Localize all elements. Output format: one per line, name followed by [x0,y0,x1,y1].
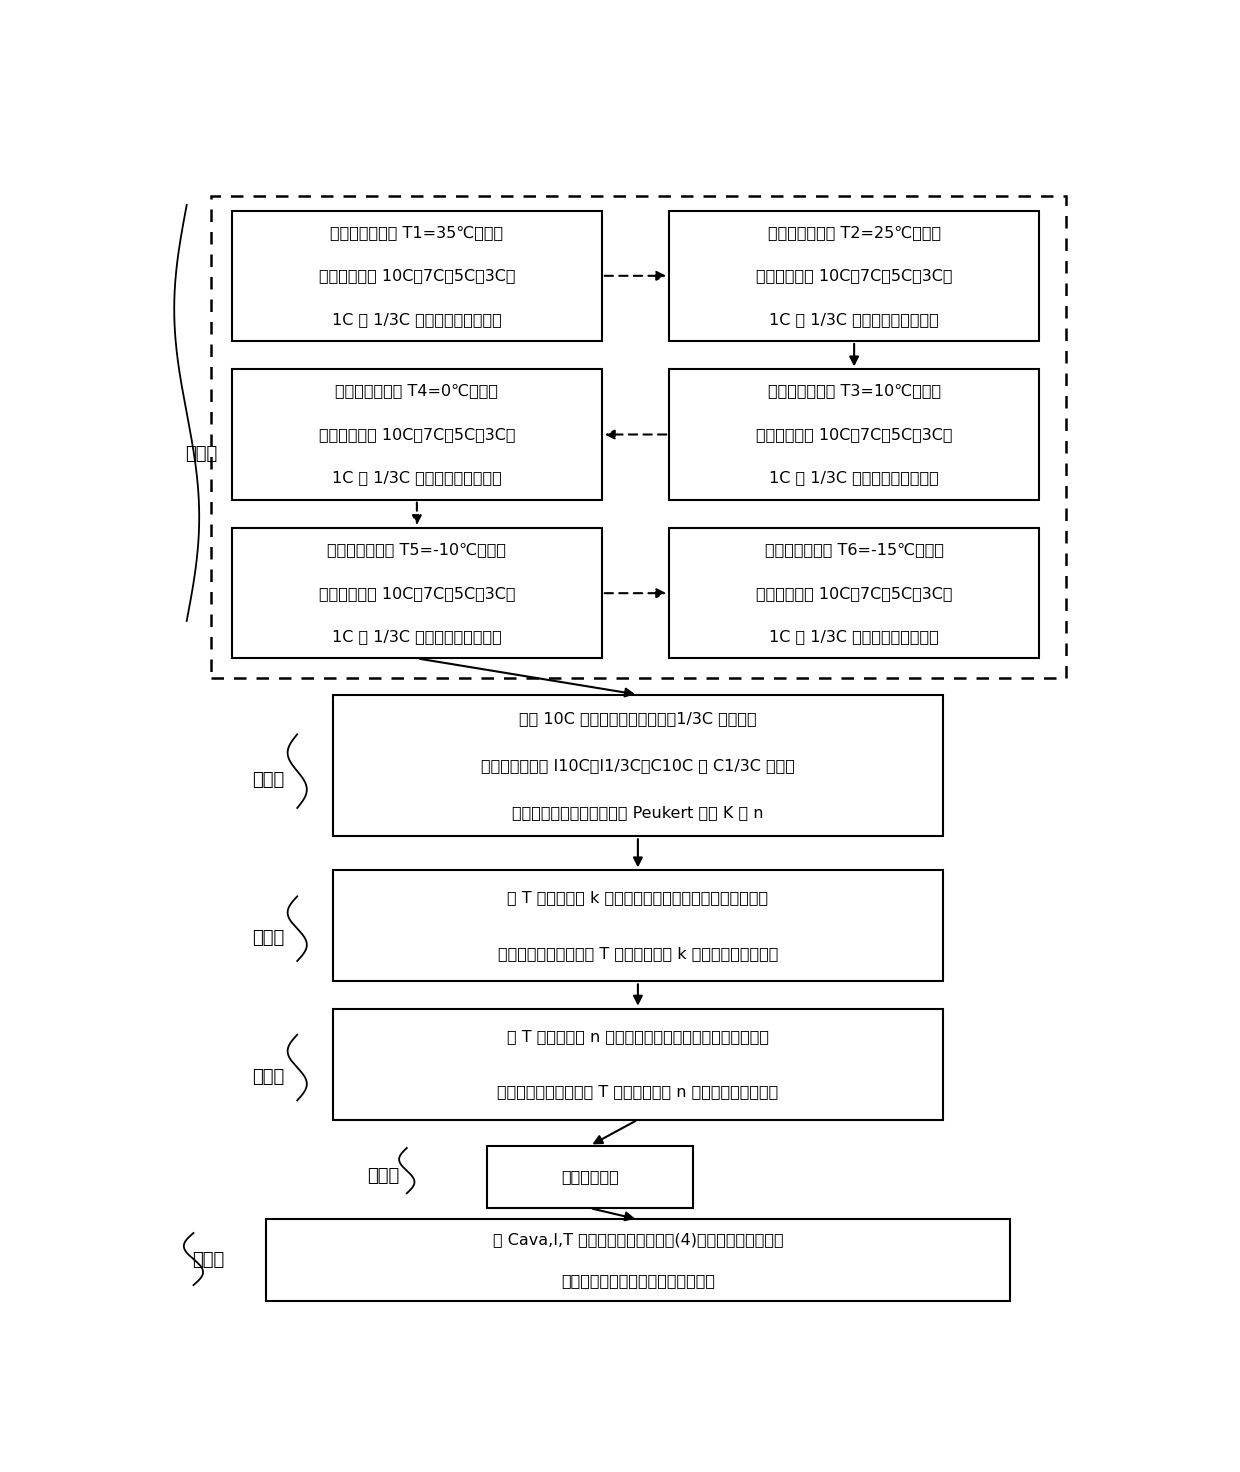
Text: 步骤一: 步骤一 [185,446,217,464]
Text: 将 Cava,I,T 带入电池剩余电量公式(4)对不同温度环境下的: 将 Cava,I,T 带入电池剩余电量公式(4)对不同温度环境下的 [492,1232,784,1247]
Text: 数据，得到六个温度条件的 Peukert 系数 K 和 n: 数据，得到六个温度条件的 Peukert 系数 K 和 n [512,805,764,820]
Text: 步骤五: 步骤五 [367,1167,399,1185]
Text: 将锂离子电池在 T5=-10℃的温度: 将锂离子电池在 T5=-10℃的温度 [327,542,506,558]
Text: 条件下，进行 10C、7C、5C、3C、: 条件下，进行 10C、7C、5C、3C、 [756,586,952,601]
Text: 步骤二: 步骤二 [252,771,284,789]
Text: 条件下，进行 10C、7C、5C、3C、: 条件下，进行 10C、7C、5C、3C、 [756,427,952,442]
Text: 将锂离子电池在 T1=35℃的温度: 将锂离子电池在 T1=35℃的温度 [330,225,503,240]
Bar [332,870,942,982]
Text: 选择 10C 倍率为最高放电电流，1/3C 倍率为最: 选择 10C 倍率为最高放电电流，1/3C 倍率为最 [520,711,756,726]
Bar [211,196,1066,677]
Text: 条件下，进行 10C、7C、5C、3C、: 条件下，进行 10C、7C、5C、3C、 [756,268,952,283]
Text: 将锂离子电池在 T2=25℃的温度: 将锂离子电池在 T2=25℃的温度 [768,225,941,240]
Text: 步骤三: 步骤三 [252,929,284,948]
Text: 低放电电流，以 I10C、I1/3C、C10C 和 C1/3C 为计算: 低放电电流，以 I10C、I1/3C、C10C 和 C1/3C 为计算 [481,758,795,773]
Bar [332,1008,942,1120]
Text: 步骤六: 步骤六 [192,1251,224,1269]
Text: 功率型锂离子电池剩余电量进行估计: 功率型锂离子电池剩余电量进行估计 [560,1273,715,1288]
Bar [486,1145,693,1209]
Text: 条件下，进行 10C、7C、5C、3C、: 条件下，进行 10C、7C、5C、3C、 [319,268,515,283]
Bar [332,695,942,836]
Bar [670,369,1039,499]
Text: 步骤四: 步骤四 [252,1067,284,1085]
Text: 以 T 为横轴，以 k 轴为纵轴，对六点进行曲线拟合，并使: 以 T 为横轴，以 k 轴为纵轴，对六点进行曲线拟合，并使 [507,891,769,905]
Text: 1C 和 1/3C 六个倍率的放电试验: 1C 和 1/3C 六个倍率的放电试验 [332,471,502,486]
Bar [670,528,1039,658]
Bar [265,1219,1011,1301]
Bar [232,369,601,499]
Text: 1C 和 1/3C 六个倍率的放电试验: 1C 和 1/3C 六个倍率的放电试验 [769,471,939,486]
Text: 将锂离子电池在 T6=-15℃的温度: 将锂离子电池在 T6=-15℃的温度 [765,542,944,558]
Text: 可用容量公式: 可用容量公式 [560,1169,619,1185]
Bar [232,528,601,658]
Text: 将锂离子电池在 T3=10℃的温度: 将锂离子电池在 T3=10℃的温度 [768,384,941,399]
Text: 1C 和 1/3C 六个倍率的放电试验: 1C 和 1/3C 六个倍率的放电试验 [769,629,939,645]
Text: 将锂离子电池在 T4=0℃的温度: 将锂离子电池在 T4=0℃的温度 [335,384,498,399]
Bar [232,210,601,342]
Text: 1C 和 1/3C 六个倍率的放电试验: 1C 和 1/3C 六个倍率的放电试验 [332,629,502,645]
Text: 条件下，进行 10C、7C、5C、3C、: 条件下，进行 10C、7C、5C、3C、 [319,586,515,601]
Text: 条件下，进行 10C、7C、5C、3C、: 条件下，进行 10C、7C、5C、3C、 [319,427,515,442]
Text: 用最小二乘法，得到以 T 为自变量，以 n 为因变量的拟合公式: 用最小二乘法，得到以 T 为自变量，以 n 为因变量的拟合公式 [497,1085,779,1100]
Text: 1C 和 1/3C 六个倍率的放电试验: 1C 和 1/3C 六个倍率的放电试验 [332,312,502,327]
Text: 1C 和 1/3C 六个倍率的放电试验: 1C 和 1/3C 六个倍率的放电试验 [769,312,939,327]
Text: 以 T 为横轴，以 n 轴为纵轴，对六点进行曲线拟合，并使: 以 T 为横轴，以 n 轴为纵轴，对六点进行曲线拟合，并使 [507,1029,769,1044]
Bar [670,210,1039,342]
Text: 用最小二乘法，得到以 T 为自变量，以 k 为因变量的拟合公式: 用最小二乘法，得到以 T 为自变量，以 k 为因变量的拟合公式 [497,946,777,961]
